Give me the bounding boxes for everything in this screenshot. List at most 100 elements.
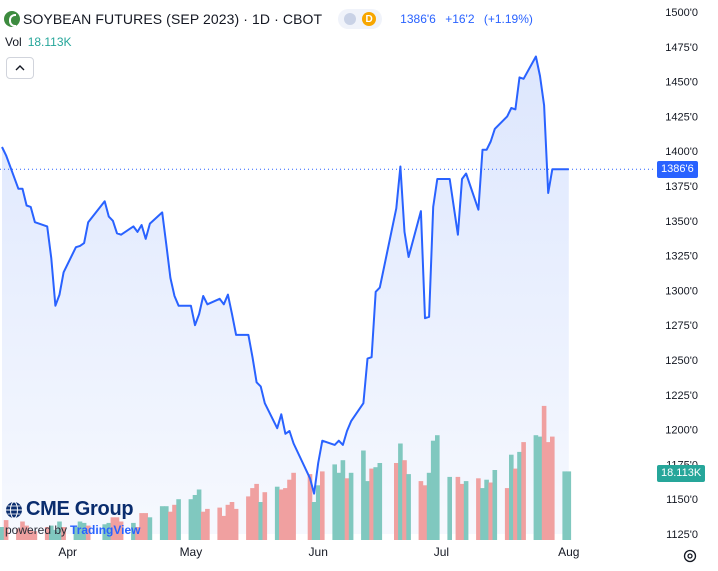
time-axis[interactable]: Apr May Jun Jul Aug <box>58 545 579 559</box>
volume-bar <box>365 481 370 540</box>
volume-bar <box>287 479 292 540</box>
volume-bar <box>283 488 288 540</box>
volume-bar <box>168 511 173 540</box>
volume-bar <box>143 513 148 540</box>
volume-bar <box>233 508 239 540</box>
volume-bar <box>484 479 489 540</box>
volume-bar <box>192 495 198 540</box>
cme-globe-icon <box>6 501 22 518</box>
y-tick-label: 1225'0 <box>665 390 698 402</box>
volume-bar <box>225 504 231 540</box>
volume-bar <box>513 468 518 540</box>
volume-bar <box>188 499 194 540</box>
y-tick-label: 1325'0 <box>665 251 698 263</box>
volume-bar <box>110 517 116 540</box>
collapse-legend-button[interactable] <box>6 57 34 79</box>
volume-bar <box>422 485 428 540</box>
chevron-up-icon <box>15 65 25 71</box>
y-tick-label: 1400'0 <box>665 146 698 158</box>
volume-bar <box>402 460 407 540</box>
y-tick-label: 1475'0 <box>665 42 698 54</box>
volume-bar <box>3 520 9 540</box>
data-delay-badge: D <box>362 12 377 26</box>
volume-bar <box>57 521 62 540</box>
volume-bar <box>361 450 366 540</box>
y-tick-label: 1375'0 <box>665 181 698 193</box>
x-tick-label: May <box>180 545 203 559</box>
volume-bar <box>537 436 543 540</box>
volume-bar <box>164 506 169 540</box>
volume-bar <box>340 460 346 540</box>
volume-bar <box>176 499 181 540</box>
volume-bar <box>566 471 572 540</box>
volume-bar <box>254 483 259 540</box>
volume-bar <box>147 517 153 540</box>
volume-bar <box>447 476 452 540</box>
volume-bar <box>274 486 280 540</box>
y-tick-label: 1350'0 <box>665 216 698 228</box>
volume-bar <box>172 504 177 540</box>
volume-bar <box>217 507 222 540</box>
volume-bar <box>377 463 383 540</box>
volume-bar <box>455 476 461 540</box>
volume-bar <box>332 464 337 540</box>
volume-bar <box>16 528 21 540</box>
volume-bar <box>221 515 227 540</box>
volume-bar <box>279 489 284 540</box>
volume-bar <box>550 436 555 540</box>
price-axis[interactable]: 1500'0 1475'0 1450'0 1425'0 1400'0 1375'0 1350… <box>665 7 698 541</box>
quote-percent: (+1.19%) <box>483 12 533 26</box>
volume-bar <box>311 502 317 540</box>
powered-by-label: powered by <box>5 523 68 537</box>
volume-bar <box>229 502 235 540</box>
volume-bar <box>53 529 58 540</box>
volume-bar <box>200 511 206 540</box>
volume-bar <box>545 442 551 540</box>
volume-bar <box>24 525 29 540</box>
volume-bar <box>307 474 313 540</box>
y-tick-label: 1500'0 <box>665 7 698 19</box>
cbot-logo-icon <box>4 11 20 27</box>
symbol-title[interactable]: SOYBEAN FUTURES (SEP 2023) · 1D · CBOT <box>23 11 323 27</box>
y-tick-label: 1450'0 <box>665 77 698 89</box>
volume-bar <box>418 481 424 540</box>
volume-bar <box>480 488 485 540</box>
volume-bar <box>562 471 567 540</box>
volume-bar <box>463 481 469 540</box>
volume-bar <box>49 525 54 540</box>
volume-bar <box>394 463 399 540</box>
volume-bar <box>159 506 165 540</box>
volume-bar <box>258 502 263 540</box>
last-price-tag: 1386'6 <box>657 160 698 178</box>
volume-bar <box>344 478 350 540</box>
volume-bar <box>114 517 120 540</box>
volume-bar <box>196 489 202 540</box>
volume-bar <box>504 488 510 540</box>
gear-icon[interactable] <box>682 548 698 564</box>
platform-name: TradingView <box>70 523 141 537</box>
volume-bar <box>44 527 50 540</box>
y-tick-label: 1425'0 <box>665 111 698 123</box>
volume-bar <box>533 435 539 540</box>
volume-bar <box>291 472 296 540</box>
volume-bar <box>459 483 465 540</box>
volume-bar <box>20 521 25 540</box>
quote-price: 1386'6 <box>400 12 436 26</box>
volume-bar <box>139 513 144 540</box>
x-tick-label: Aug <box>558 545 579 559</box>
volume-bar <box>315 485 321 540</box>
brand-logo[interactable]: CME Group powered by TradingView <box>5 498 141 537</box>
volume-bar <box>373 467 378 540</box>
volume-bar <box>406 474 411 540</box>
status-pills[interactable]: D <box>338 9 383 29</box>
volume-bar <box>81 522 87 540</box>
volume-bar <box>435 435 440 540</box>
volume-bar <box>61 527 66 540</box>
volume-bar <box>77 521 83 540</box>
x-tick-label: Jul <box>434 545 449 559</box>
y-tick-label: 1200'0 <box>665 425 698 437</box>
y-tick-label: 1300'0 <box>665 285 698 297</box>
y-tick-label: 1275'0 <box>665 320 698 332</box>
volume-bar <box>509 454 514 540</box>
